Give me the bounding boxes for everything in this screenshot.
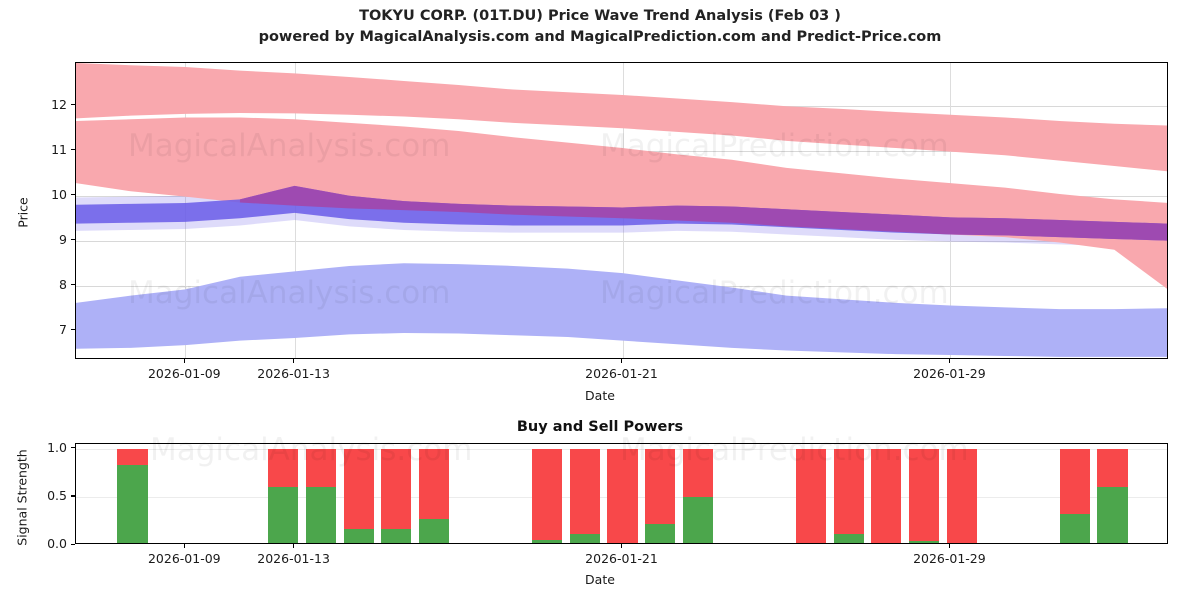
x-tick-mark xyxy=(293,359,294,363)
bar-buy-power xyxy=(381,529,411,544)
bar-sell-power xyxy=(419,449,449,519)
x-tick-label: 2026-01-29 xyxy=(889,366,1009,381)
x-tick-mark xyxy=(621,359,622,363)
bar-sell-power xyxy=(834,449,864,535)
y-tick-mark xyxy=(71,447,75,448)
bar-buy-power xyxy=(1097,487,1127,544)
buy-sell-title: Buy and Sell Powers xyxy=(0,419,1200,435)
y-tick-mark xyxy=(71,329,75,330)
x-tick-label: 2026-01-21 xyxy=(562,551,682,566)
bar-sell-power xyxy=(117,449,147,465)
bar-buy-power xyxy=(834,534,864,544)
y-tick-label: 0.5 xyxy=(23,488,67,503)
bar-buy-power xyxy=(419,519,449,544)
bar-sell-power xyxy=(909,449,939,541)
bar-sell-power xyxy=(645,449,675,524)
bar-buy-power xyxy=(532,540,562,544)
y-tick-mark xyxy=(71,194,75,195)
y-tick-mark xyxy=(71,104,75,105)
bar-sell-power xyxy=(381,449,411,529)
x-tick-label: 2026-01-13 xyxy=(234,551,354,566)
x-tick-label: 2026-01-13 xyxy=(234,366,354,381)
x-tick-mark xyxy=(949,544,950,548)
price-wave-panel: Price Date 7891011122026-01-092026-01-13… xyxy=(0,0,1200,400)
x-tick-label: 2026-01-29 xyxy=(889,551,1009,566)
bar-buy-power xyxy=(1060,514,1090,544)
bar-buy-power xyxy=(306,487,336,544)
y-tick-label: 0.0 xyxy=(23,536,67,551)
bar-sell-power xyxy=(1060,449,1090,514)
bar-sell-power xyxy=(683,449,713,497)
x-tick-mark xyxy=(184,544,185,548)
bar-buy-power xyxy=(344,529,374,544)
y-tick-label: 9 xyxy=(23,232,67,247)
bar-buy-power xyxy=(645,524,675,544)
bar-sell-power xyxy=(268,449,298,487)
x-tick-mark xyxy=(184,359,185,363)
y-tick-mark xyxy=(71,239,75,240)
date-axis-label-bottom: Date xyxy=(0,572,1200,587)
price-plot-area xyxy=(75,62,1168,359)
y-tick-label: 7 xyxy=(23,322,67,337)
y-tick-label: 11 xyxy=(23,142,67,157)
bar-sell-power xyxy=(1097,449,1127,487)
y-tick-mark xyxy=(71,284,75,285)
bar-buy-power xyxy=(570,534,600,544)
bar-buy-power xyxy=(909,541,939,544)
y-tick-mark xyxy=(71,544,75,545)
x-tick-label: 2026-01-09 xyxy=(124,366,244,381)
x-tick-mark xyxy=(621,544,622,548)
bar-sell-power xyxy=(871,449,901,544)
y-tick-label: 1.0 xyxy=(23,440,67,455)
bar-sell-power xyxy=(947,449,977,544)
y-tick-label: 12 xyxy=(23,97,67,112)
bar-buy-power xyxy=(268,487,298,544)
bar-buy-power xyxy=(683,497,713,544)
bar-sell-power xyxy=(306,449,336,487)
bar-sell-power xyxy=(532,449,562,540)
bar-sell-power xyxy=(796,449,826,544)
chart-page: TOKYU CORP. (01T.DU) Price Wave Trend An… xyxy=(0,0,1200,600)
y-tick-mark xyxy=(71,149,75,150)
x-tick-label: 2026-01-21 xyxy=(562,366,682,381)
bar-sell-power xyxy=(607,449,637,544)
buy-sell-powers-panel: Buy and Sell Powers Signal Strength Date… xyxy=(0,400,1200,600)
y-tick-mark xyxy=(71,495,75,496)
wave-band-lower-blue-band xyxy=(76,263,1168,357)
x-tick-label: 2026-01-09 xyxy=(124,551,244,566)
x-tick-mark xyxy=(293,544,294,548)
price-wave-bands xyxy=(76,63,1168,359)
buy-sell-plot-area xyxy=(75,443,1168,544)
bar-sell-power xyxy=(344,449,374,529)
x-tick-mark xyxy=(949,359,950,363)
bar-sell-power xyxy=(570,449,600,535)
y-tick-label: 8 xyxy=(23,277,67,292)
y-tick-label: 10 xyxy=(23,187,67,202)
bar-buy-power xyxy=(117,465,147,544)
